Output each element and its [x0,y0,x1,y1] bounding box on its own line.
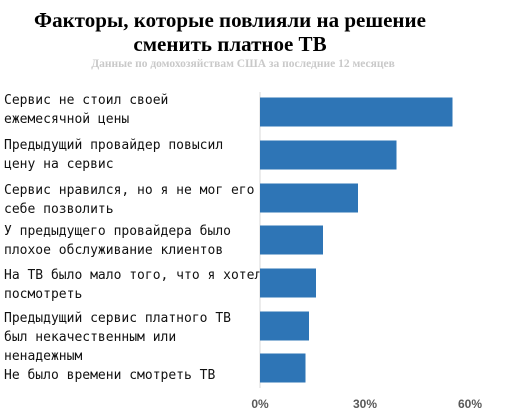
bar [260,225,323,255]
bar [260,183,358,213]
category-label: У предыдущего провайдера было плохое обс… [4,224,231,258]
x-axis-ticks: 0% 30% 60% [251,397,482,411]
bar [260,140,397,170]
bar [260,268,316,298]
chart-subtitle: Данные по домохозяйствам США за последни… [91,58,395,70]
category-label: Сервис не стоил своей ежемесячной цены [4,93,169,127]
bar [260,353,306,383]
x-tick-label: 0% [251,397,269,411]
category-label: Не было времени смотреть ТВ [4,368,216,383]
category-label: На ТВ было мало того, что я хотел посмот… [4,268,263,302]
category-label: Предыдущий провайдер повысил цену на сер… [4,138,224,172]
x-tick-label: 30% [353,397,377,411]
bar [260,97,453,127]
bar [260,311,309,341]
x-tick-label: 60% [458,397,482,411]
bars-group [260,97,453,383]
category-label: Сервис нравился, но я не мог его себе по… [4,183,255,217]
chart-title: Факторы, которые повлияли на решение сме… [34,8,426,56]
category-label: Предыдущий сервис платного ТВ был некаче… [4,311,231,364]
